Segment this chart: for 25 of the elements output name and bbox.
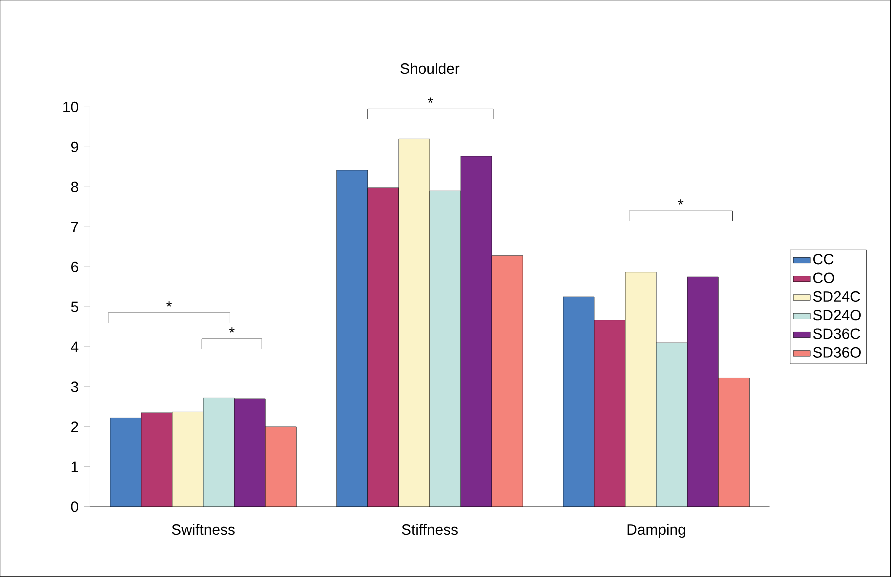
legend-label: CC	[814, 254, 834, 265]
annotation: *	[678, 200, 684, 205]
legend-label: SD36O	[813, 347, 861, 358]
x-tick-label: Swiftness	[172, 524, 235, 535]
legend-label: SD24C	[813, 291, 860, 302]
annotation: *	[166, 302, 172, 307]
y-tick-label: 5	[71, 302, 78, 312]
chart-title: Shoulder	[400, 63, 460, 74]
annotation: *	[229, 328, 235, 333]
text: *	[428, 98, 434, 103]
legend-label: CO	[814, 272, 834, 284]
y-tick-label: 4	[71, 342, 79, 352]
x-tick-label: Damping	[628, 524, 686, 538]
x-tick-label: Stiffness	[402, 524, 458, 535]
y-tick-label: 10	[64, 102, 78, 112]
y-tick-label: 2	[72, 422, 78, 432]
y-tick-label: 7	[72, 222, 78, 232]
y-tick-label: 9	[71, 142, 78, 152]
legend-label: SD24O	[813, 310, 861, 321]
y-tick-label: 1	[72, 462, 78, 472]
legend-label: SD36C	[813, 328, 860, 340]
y-tick-label: 3	[71, 382, 78, 392]
y-tick-label: 8	[71, 182, 78, 192]
y-tick-label: 0	[71, 502, 78, 512]
y-tick-label: 6	[72, 262, 78, 272]
